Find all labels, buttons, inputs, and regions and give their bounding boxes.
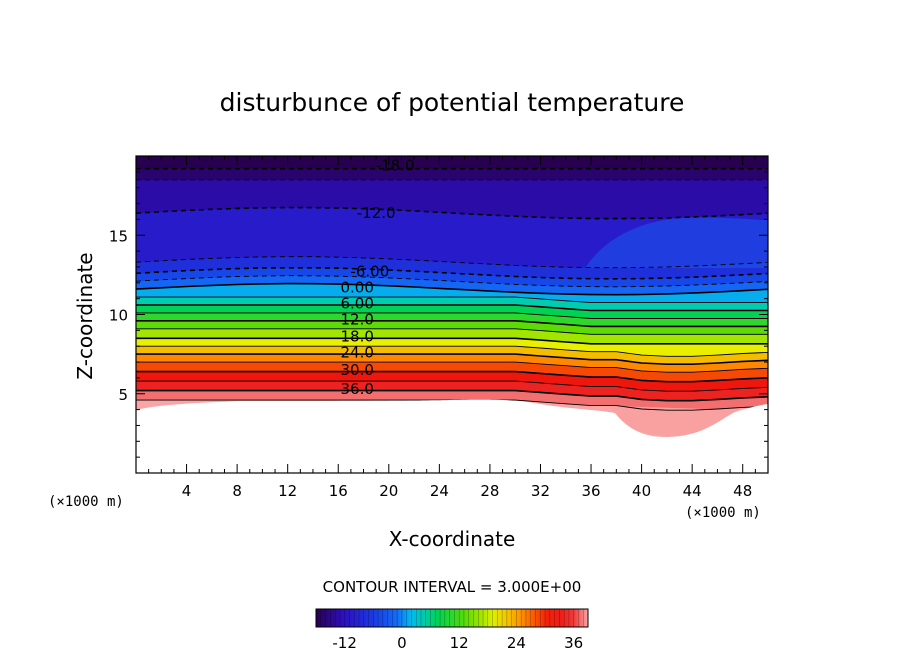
color-band — [136, 156, 768, 169]
x-tick-label: 24 — [430, 482, 449, 500]
contour-line — [136, 328, 768, 335]
x-axis-title: X-coordinate — [389, 527, 516, 551]
axis-ticks — [136, 156, 768, 473]
contour-line — [136, 304, 768, 312]
contour-label: -12.0 — [357, 204, 396, 222]
y-tick-label: 5 — [118, 386, 128, 404]
colorbar-tick-label: 12 — [450, 634, 469, 652]
contour-label: 36.0 — [340, 380, 373, 398]
colorbar-tick-label: 0 — [397, 634, 407, 652]
contour-label: 30.0 — [340, 361, 373, 379]
contour-line — [136, 282, 768, 296]
contour-line — [136, 296, 768, 304]
contour-label: 24.0 — [340, 344, 373, 362]
x-tick-label: 4 — [182, 482, 192, 500]
x-tick-label: 36 — [581, 482, 600, 500]
y-axis-title: Z-coordinate — [73, 252, 97, 379]
y-tick-label: 15 — [109, 227, 128, 245]
contour-label: -6.00 — [350, 263, 389, 281]
contour-line — [136, 345, 768, 357]
contour-label: 0.00 — [340, 279, 373, 297]
plot-area: -18.0 -12.0 -6.000.006.0012.018.024.030.03… — [136, 156, 768, 473]
contour-label: 12.0 — [340, 310, 373, 328]
contour-line — [136, 267, 768, 280]
x-tick-label: 40 — [632, 482, 651, 500]
colorbar-tick-label: 24 — [507, 634, 526, 652]
x-tick-label: 48 — [733, 482, 752, 500]
contour-lines — [136, 167, 768, 411]
colorbar-gradient — [316, 609, 588, 627]
x-unit-left: (×1000 m) — [48, 494, 124, 510]
colorbar-tick-labels: -12 0 12 24 36 — [332, 634, 583, 652]
x-tick-label: 12 — [278, 482, 297, 500]
ground-mask — [136, 399, 768, 473]
x-tick-label: 20 — [379, 482, 398, 500]
colorbar-tick-label: -12 — [332, 634, 357, 652]
contour-line — [136, 353, 768, 365]
contour-label: 18.0 — [340, 328, 373, 346]
x-unit-right: (×1000 m) — [685, 505, 761, 521]
contour-labels: -18.0 -12.0 -6.000.006.0012.018.024.030.03… — [340, 157, 414, 398]
colorbar-tick-label: 36 — [564, 634, 583, 652]
contour-line — [136, 320, 768, 328]
contour-line — [136, 275, 768, 288]
contour-line — [136, 206, 768, 220]
colorbar-dividers — [315, 609, 589, 627]
contour-interval-text: CONTOUR INTERVAL = 3.000E+00 — [323, 578, 582, 596]
contour-line — [136, 256, 768, 269]
contour-line — [136, 389, 768, 402]
chart-title: disturbunce of potential temperature — [220, 88, 685, 117]
contour-line — [136, 380, 768, 392]
colorbar: -12 0 12 24 36 — [315, 608, 589, 652]
contour-line — [136, 337, 768, 345]
x-tick-label: 28 — [480, 482, 499, 500]
contour-line — [136, 370, 768, 383]
colorbar-frame — [315, 608, 589, 628]
contour-label: 6.00 — [340, 294, 373, 312]
contour-label: -18.0 — [376, 157, 415, 175]
y-tick-labels: 5 10 15 — [109, 227, 128, 404]
contour-line — [136, 312, 768, 319]
x-tick-label: 16 — [329, 482, 348, 500]
x-tick-label: 32 — [531, 482, 550, 500]
x-tick-labels: 4 8 12 16 20 24 28 32 36 40 44 48 — [182, 482, 752, 500]
x-tick-label: 44 — [683, 482, 702, 500]
upper-right-cool-region — [585, 217, 768, 268]
x-tick-label: 8 — [232, 482, 242, 500]
y-tick-label: 10 — [109, 307, 128, 325]
color-band — [136, 168, 768, 181]
contour-line — [136, 361, 768, 373]
